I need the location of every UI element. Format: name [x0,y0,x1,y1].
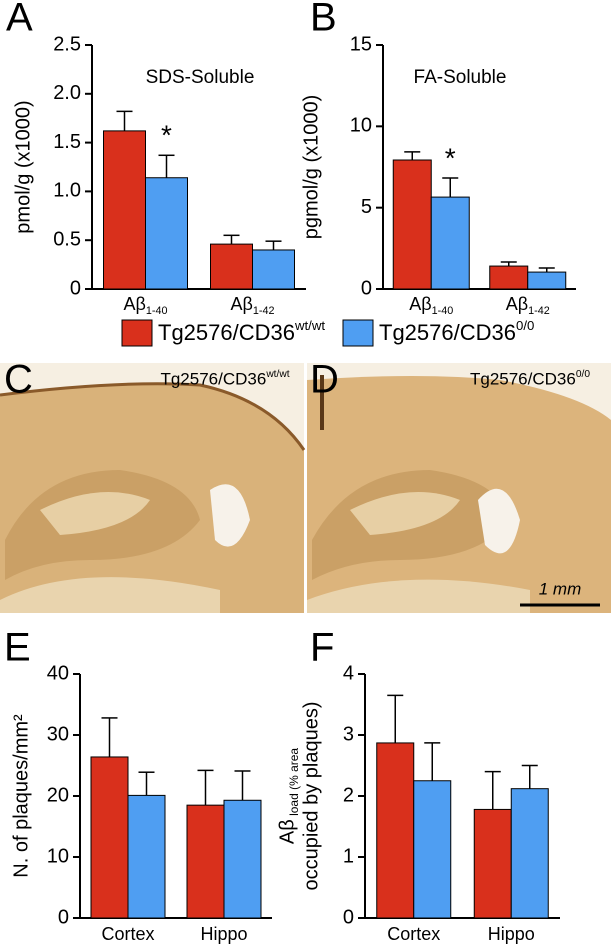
y-tick-label: 10 [47,845,69,867]
panel-letter: B [310,0,337,40]
y-axis-label: pgmol/g (x1000) [300,95,322,240]
panel-letter: C [4,358,33,402]
y-axis-label: occupied by plaques) [300,701,322,890]
panel-letter: A [6,0,33,40]
y-tick-label: 4 [343,662,354,684]
y-tick-label: 20 [47,784,69,806]
y-tick-label: 0 [70,277,81,299]
y-tick-label: 15 [350,33,372,55]
y-tick-label: 10 [350,115,372,137]
bar [223,799,262,919]
ventricle [478,488,520,554]
panel-letter: E [4,626,31,670]
x-tick-label: Cortex [387,924,440,944]
bar [210,243,253,290]
legend-swatch [342,319,374,347]
ventricle [210,484,250,547]
bar [527,271,567,290]
legend-label: Tg2576/CD36wt/wt [158,318,325,345]
y-tick-label: 3 [343,723,354,745]
bar [103,130,146,290]
scale-bar-label: 1 mm [539,579,582,598]
x-tick-label: Hippo [200,924,247,944]
y-tick-label: 2.5 [53,33,81,55]
bar [510,788,549,919]
y-tick-label: 2 [343,784,354,806]
micrograph-label: Tg2576/CD360/0 [470,369,590,388]
surface [0,382,306,451]
y-tick-label: 30 [47,723,69,745]
bar [127,794,166,919]
micrograph-c [0,363,306,613]
y-tick-label: 0 [58,906,69,928]
y-axis-label: N. of plaques/mm² [10,714,32,878]
significance-marker: * [445,142,456,173]
panel-letter: D [310,358,339,402]
chart-title: SDS-Soluble [146,67,255,88]
y-tick-label: 0 [361,277,372,299]
tissue-layer [350,492,460,535]
bar [252,249,295,290]
y-tick-label: 1.0 [53,180,81,202]
bar [489,265,529,290]
panel-letter: F [310,626,334,670]
y-tick-label: 1 [343,845,354,867]
x-tick-label: Hippo [488,924,535,944]
x-tick-label: Aβ1-40 [409,294,453,317]
bar [145,177,188,290]
y-tick-label: 0 [343,906,354,928]
bar [186,804,225,919]
y-tick-label: 5 [361,196,372,218]
tissue-layer [307,579,530,613]
tissue-layer [0,577,220,613]
bar [430,196,470,290]
y-tick-label: 1.5 [53,131,81,153]
x-tick-label: Aβ1-42 [231,294,275,317]
bar [90,756,129,919]
y-tick-label: 0.5 [53,228,81,250]
legend-swatch [121,319,153,347]
micrograph-label: Tg2576/CD36wt/wt [160,369,289,388]
x-tick-label: Aβ1-40 [124,294,168,317]
chart-title: FA-Soluble [414,67,507,88]
x-tick-label: Cortex [101,924,154,944]
bar [392,159,432,290]
micrograph-d [307,363,611,613]
bar [473,808,512,919]
y-tick-label: 40 [47,662,69,684]
legend-label: Tg2576/CD360/0 [379,318,534,345]
bar [413,780,452,919]
tissue-layer [40,492,150,535]
y-tick-label: 2.0 [53,82,81,104]
x-tick-label: Aβ1-42 [506,294,550,317]
y-axis-label: pmol/g (x1000) [12,100,34,233]
y-axis-label: Aβ load (% area [276,748,301,845]
significance-marker: * [161,120,172,151]
bar [376,742,415,919]
